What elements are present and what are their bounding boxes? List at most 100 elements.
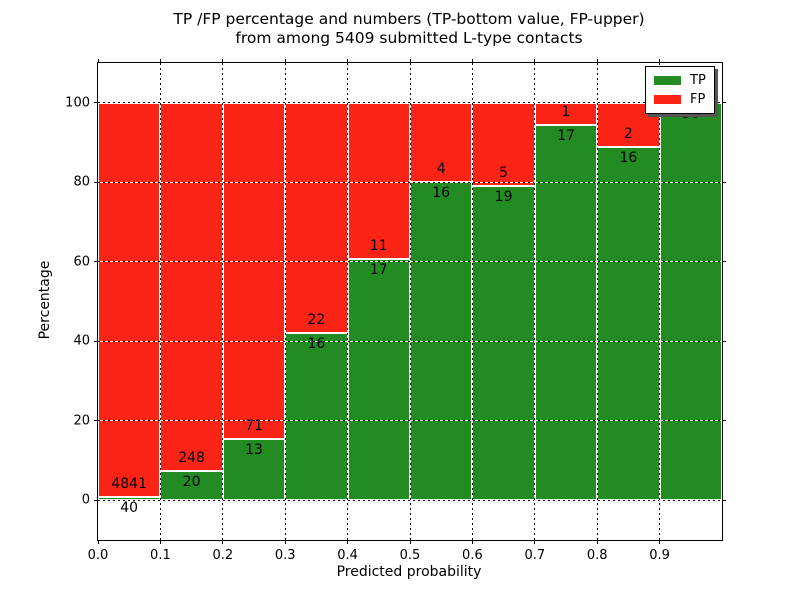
x-tick-label-0.6: 0.6	[462, 548, 483, 563]
x-tick-0.2	[222, 540, 224, 544]
x-gridline-0.9	[659, 63, 661, 540]
bar-segment-tp-9	[659, 102, 722, 501]
x-gridline-0.8	[596, 63, 598, 540]
chart-title: TP /FP percentage and numbers (TP-bottom…	[173, 10, 645, 47]
x-tick-top-0.4	[347, 59, 349, 63]
bar-label-fp-2: 71	[245, 417, 263, 434]
bar-segment-fp-2	[222, 102, 286, 439]
x-tick-label-0.9: 0.9	[649, 548, 670, 563]
bar-label-fp-8: 2	[623, 125, 633, 142]
x-tick-label-0.1: 0.1	[150, 548, 171, 563]
bar-segment-tp-7	[534, 124, 598, 501]
bar-label-tp-1: 20	[182, 473, 201, 490]
legend-item-tp: TP	[654, 74, 706, 87]
x-tick-label-0.2: 0.2	[212, 548, 234, 563]
bar-segment-fp-0	[98, 102, 161, 497]
y-tick-label-0: 0	[81, 492, 90, 508]
y-tick-20	[94, 420, 98, 422]
x-tick-0.0	[97, 540, 99, 544]
bar-label-tp-4: 17	[369, 261, 388, 278]
y-tick-label-100: 100	[65, 95, 90, 111]
bar-segment-fp-6	[472, 102, 535, 186]
x-tick-0.3	[284, 540, 286, 544]
x-tick-top-0.1	[159, 59, 161, 63]
x-tick-0.7	[534, 540, 536, 544]
bar-label-tp-5: 16	[432, 185, 451, 202]
y-tick-label-40: 40	[73, 333, 90, 349]
x-tick-label-0.0: 0.0	[87, 548, 109, 563]
y-tick-40	[94, 340, 98, 342]
bar-segment-tp-0	[98, 496, 161, 501]
x-gridline-0.6	[471, 63, 473, 540]
x-tick-label-0.7: 0.7	[524, 548, 546, 563]
x-tick-label-0.5: 0.5	[399, 548, 421, 563]
x-tick-0.6	[471, 540, 473, 544]
x-gridline-0.3	[284, 63, 286, 540]
x-tick-top-0.3	[284, 59, 286, 63]
y-tick-right-60	[722, 261, 726, 263]
legend-swatch-fp	[654, 95, 681, 105]
bar-label-tp-3: 16	[307, 335, 326, 352]
bar-label-fp-1: 248	[178, 449, 205, 466]
bar-label-fp-7: 1	[561, 103, 571, 120]
bar-label-tp-2: 13	[245, 441, 263, 458]
x-tick-0.8	[596, 540, 598, 544]
x-tick-top-0.7	[534, 59, 536, 63]
y-tick-80	[94, 181, 98, 183]
bar-label-fp-5: 4	[436, 161, 446, 178]
x-tick-top-0.0	[97, 59, 99, 63]
y-tick-right-40	[722, 340, 726, 342]
bar-label-tp-8: 16	[619, 149, 638, 166]
bar-label-fp-6: 5	[499, 164, 509, 181]
bar-segment-fp-7	[534, 102, 598, 125]
bar-label-tp-7: 17	[557, 127, 575, 144]
x-gridline-0.4	[347, 63, 349, 540]
x-axis-label: Predicted probability	[336, 564, 482, 580]
bar-segment-tp-4	[347, 258, 410, 501]
y-axis-label: Percentage	[37, 260, 53, 340]
bar-segment-tp-1	[160, 470, 223, 501]
bar-label-tp-6: 19	[494, 188, 513, 205]
x-tick-top-0.6	[471, 59, 473, 63]
x-tick-top-0.9	[659, 59, 661, 63]
bar-label-fp-4: 11	[369, 237, 388, 254]
bar-segment-fp-4	[347, 102, 410, 259]
y-tick-60	[94, 261, 98, 263]
y-tick-right-80	[722, 181, 726, 183]
legend: TP FP	[645, 66, 715, 114]
bar-segment-tp-2	[222, 438, 286, 501]
bar-label-fp-0: 4841	[111, 475, 148, 492]
y-tick-right-100	[722, 102, 726, 104]
y-tick-right-20	[722, 420, 726, 422]
x-tick-top-0.5	[409, 59, 411, 63]
bar-segment-tp-6	[472, 185, 535, 501]
x-tick-label-0.4: 0.4	[337, 548, 358, 563]
y-tick-100	[94, 102, 98, 104]
bar-label-fp-3: 22	[307, 311, 326, 328]
y-tick-label-20: 20	[73, 413, 90, 429]
bar-segment-fp-3	[285, 102, 348, 333]
x-gridline-0.2	[222, 63, 224, 540]
x-tick-top-0.2	[222, 59, 224, 63]
x-tick-top-0.8	[596, 59, 598, 63]
bar-label-tp-0: 40	[120, 499, 139, 516]
y-tick-0	[94, 499, 98, 501]
bar-segment-tp-3	[285, 332, 348, 501]
legend-item-fp: FP	[654, 93, 706, 106]
x-tick-label-0.3: 0.3	[274, 548, 296, 563]
x-gridline-0.1	[159, 63, 161, 540]
plot-area: 48414024820711322161117416519117216300.0…	[65, 59, 726, 563]
legend-label-tp: TP	[690, 72, 706, 88]
bar-segment-tp-8	[597, 146, 660, 501]
bar-segment-fp-1	[160, 102, 223, 471]
x-tick-label-0.8: 0.8	[586, 548, 608, 563]
x-tick-0.1	[159, 540, 161, 544]
x-gridline-0.5	[409, 63, 411, 540]
y-tick-label-60: 60	[73, 254, 90, 270]
y-tick-right-0	[722, 499, 726, 501]
legend-label-fp: FP	[690, 92, 706, 108]
x-gridline-0.7	[534, 63, 536, 540]
x-tick-0.5	[409, 540, 411, 544]
legend-swatch-tp	[654, 75, 681, 85]
